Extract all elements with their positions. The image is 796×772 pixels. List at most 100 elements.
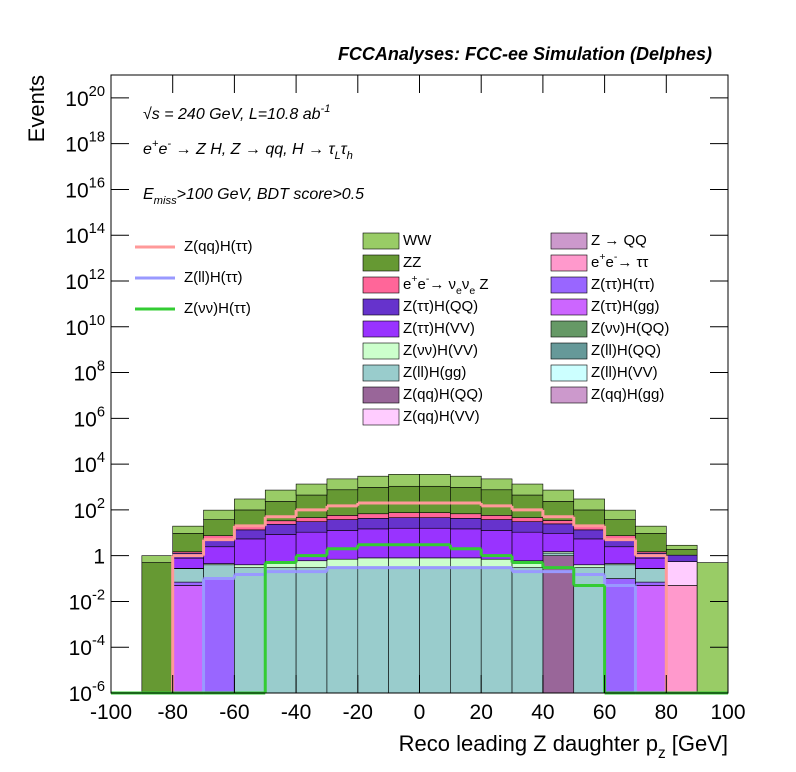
y-tick-label: 1010 [65, 313, 105, 340]
annotation: e+e- → Z H, Z → qq, H → τLτh [143, 138, 353, 162]
stack-bar [234, 529, 266, 540]
stack-bar [172, 568, 204, 583]
legend-label: Z(ττ)H(gg) [591, 298, 660, 315]
stack-bar [511, 521, 544, 533]
stack-bar [542, 489, 575, 502]
legend-swatch [362, 320, 400, 338]
stack-bar [635, 568, 667, 583]
legend-label: Z(qq)H(ττ) [184, 238, 253, 255]
stack-bar [203, 578, 235, 694]
stack-bar [172, 581, 204, 586]
legend-swatch [550, 254, 588, 272]
y-tick-label: 1 [93, 545, 105, 568]
stack-bar [573, 498, 605, 511]
y-tick-label: 102 [73, 496, 105, 523]
y-tick-label: 106 [73, 404, 105, 431]
stack-bar [326, 519, 359, 531]
legend-swatch [550, 364, 588, 382]
chart-title: FCCAnalyses: FCC-ee Simulation (Delphes) [338, 44, 712, 64]
stack-bar [665, 544, 698, 550]
legend-swatch [550, 386, 588, 404]
legend-label: Z(ττ)H(VV) [403, 320, 475, 337]
stack-bar [141, 555, 174, 563]
stack-bar [295, 494, 328, 518]
legend-label: Z(νν)H(VV) [403, 342, 478, 359]
legend-label: Z(ll)H(VV) [591, 364, 658, 381]
stack-bar [141, 562, 174, 694]
stack-bar [357, 518, 389, 530]
x-tick-label: 20 [470, 701, 493, 724]
stack-bar [480, 515, 513, 520]
stack-bar [388, 567, 420, 694]
stack-bar [450, 567, 482, 694]
stack-bar [326, 515, 359, 520]
x-tick-label: 0 [414, 701, 426, 724]
legend-label: Z(qq)H(gg) [591, 386, 664, 403]
x-axis-title: Reco leading Z daughter pz [GeV] [399, 731, 728, 762]
legend-label: WW [403, 232, 432, 249]
stack-bar [419, 474, 451, 487]
stack-bar [635, 557, 667, 569]
stack-bar [511, 494, 544, 518]
x-tick-label: 40 [531, 701, 554, 724]
stack-bar [665, 554, 698, 562]
legend-swatch [362, 276, 400, 294]
stack-bar [665, 549, 698, 556]
stack-bar [264, 523, 297, 535]
stack-bar [511, 567, 544, 694]
stack-bar [203, 546, 235, 564]
stack-bar [542, 523, 575, 534]
y-tick-label: 10-4 [69, 633, 105, 660]
stack-bar [234, 509, 266, 527]
legend-swatch [362, 386, 400, 404]
stack-bar [419, 485, 451, 513]
x-tick-label: -60 [219, 701, 249, 724]
legend-label: Z(νν)H(ττ) [184, 300, 251, 317]
legend-label: Z(ll)H(QQ) [591, 342, 661, 359]
plot-area [111, 474, 729, 695]
legend-label: e+e-→ ττ [591, 251, 648, 271]
x-tick-label: -100 [90, 701, 132, 724]
stack-bar [264, 489, 297, 502]
stack-bar [635, 533, 667, 553]
legend-swatch [550, 320, 588, 338]
legend-swatch [362, 254, 400, 272]
stack-bar [635, 525, 667, 534]
stack-bar [419, 527, 451, 559]
stack-bar [696, 562, 729, 694]
stack-bar [604, 578, 636, 694]
stack-bar [604, 564, 636, 579]
x-tick-label: 100 [710, 701, 745, 724]
legend-label: Z(ll)H(ττ) [184, 269, 243, 286]
stack-bar [264, 567, 297, 694]
y-tick-label: 1018 [65, 130, 105, 157]
stack-bar [635, 585, 667, 694]
legend-label: e+e-→ νeνe Z [403, 273, 489, 297]
legend-label: ZZ [403, 254, 421, 271]
x-tick-label: -80 [158, 701, 188, 724]
stack-bar [357, 567, 389, 694]
stack-bar [172, 585, 204, 694]
stack-bar [573, 529, 605, 540]
stack-bar [450, 528, 482, 559]
stack-bar [480, 519, 513, 531]
stack-bar [357, 487, 389, 515]
stack-bar [665, 561, 698, 586]
legend-label: Z(ll)H(gg) [403, 364, 466, 381]
stack-bar [480, 489, 513, 516]
legend-swatch [550, 232, 588, 250]
stack-bar [295, 521, 328, 533]
stack-bar [172, 557, 204, 569]
stack-bar [203, 564, 235, 579]
stack-bar [326, 489, 359, 516]
y-tick-label: 10-2 [69, 587, 105, 614]
legend-swatch [362, 298, 400, 316]
stack-bar [419, 512, 451, 518]
stack-bar [234, 538, 266, 566]
stack-bar [573, 538, 605, 566]
stack-bar [511, 517, 544, 522]
annotation: Emiss>100 GeV, BDT score>0.5 [143, 186, 364, 207]
stack-bar [234, 564, 266, 568]
stack-bar [388, 527, 420, 559]
legend-label: Z → QQ [591, 232, 647, 249]
